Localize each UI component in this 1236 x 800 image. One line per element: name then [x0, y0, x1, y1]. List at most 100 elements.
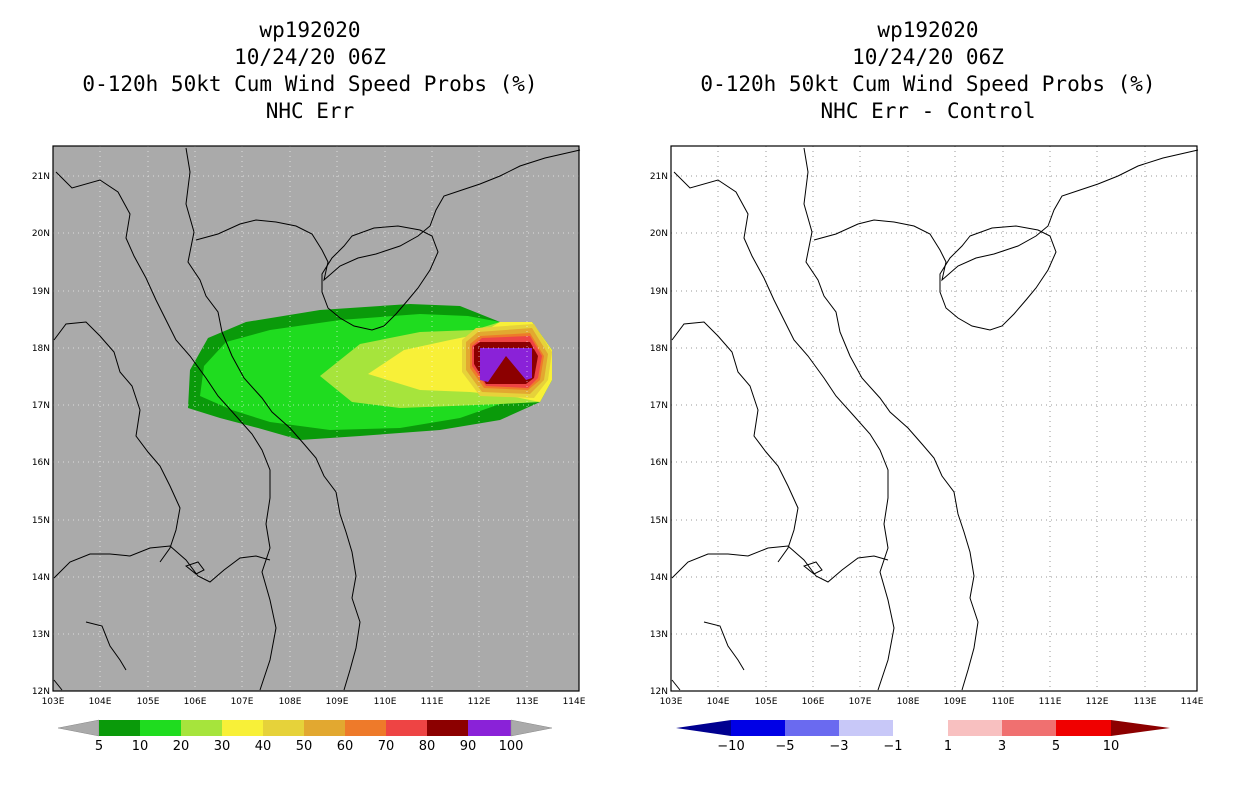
storm-id-label: wp192020 [259, 18, 361, 42]
map-frame [52, 145, 580, 692]
lat-label: 17N [32, 401, 50, 411]
lon-label: 104E [707, 697, 730, 707]
lat-label: 13N [650, 630, 668, 640]
lat-label: 14N [650, 573, 668, 583]
colorbar-swatch [731, 720, 785, 736]
left-map-panel: 103E 104E 105E 106E 107E 108E 109E 110E … [32, 145, 586, 754]
colorbar-swatch [893, 720, 948, 736]
lon-label: 114E [1181, 697, 1204, 707]
colorbar-swatch [140, 720, 181, 736]
colorbar-label: 20 [173, 739, 190, 754]
colorbar-swatch [181, 720, 222, 736]
lon-label: 106E [802, 697, 825, 707]
lat-axis-labels: 12N 13N 14N 15N 16N 17N 18N 19N 20N 21N [32, 172, 50, 697]
contour-90 [480, 348, 532, 382]
colorbar-right-arrow [510, 719, 553, 737]
colorbar-label: 90 [460, 739, 477, 754]
lon-label: 113E [516, 697, 539, 707]
lat-label: 20N [650, 229, 668, 239]
lon-label: 109E [944, 697, 967, 707]
lon-label: 104E [89, 697, 112, 707]
lon-label: 103E [660, 697, 683, 707]
right-map-title: wp192020 10/24/20 06Z 0-120h 50kt Cum Wi… [648, 17, 1208, 125]
datetime-label: 10/24/20 06Z [852, 45, 1004, 69]
lon-label: 106E [184, 697, 207, 707]
colorbar-label: 5 [1052, 739, 1060, 754]
colorbar-label: −1 [883, 739, 902, 754]
colorbar-swatch [386, 720, 427, 736]
colorbar-swatch [948, 720, 1002, 736]
lon-axis-labels: 103E 104E 105E 106E 107E 108E 109E 110E … [42, 697, 586, 707]
lon-label: 103E [42, 697, 65, 707]
lat-label: 15N [650, 516, 668, 526]
lat-label: 21N [32, 172, 50, 182]
storm-id-label: wp192020 [877, 18, 979, 42]
panel-subtitle: NHC Err - Control [820, 99, 1036, 123]
map-background [671, 146, 1197, 691]
colorbar-label: −5 [775, 739, 794, 754]
lat-label: 20N [32, 229, 50, 239]
lon-label: 105E [755, 697, 778, 707]
map-frame [670, 145, 1198, 692]
lon-label: 107E [231, 697, 254, 707]
colorbar-label: 40 [255, 739, 272, 754]
lat-label: 19N [32, 287, 50, 297]
product-label: 0-120h 50kt Cum Wind Speed Probs (%) [700, 72, 1156, 96]
colorbar-swatch [304, 720, 345, 736]
colorbar-swatch [839, 720, 893, 736]
colorbar-swatch [345, 720, 386, 736]
left-map-title: wp192020 10/24/20 06Z 0-120h 50kt Cum Wi… [30, 17, 590, 125]
colorbar-left-arrow [676, 720, 731, 736]
colorbar-swatch [263, 720, 304, 736]
lat-label: 14N [32, 573, 50, 583]
colorbar-swatch [468, 720, 511, 736]
lat-label: 17N [650, 401, 668, 411]
lat-label: 18N [650, 344, 668, 354]
probability-contours [188, 304, 552, 440]
lat-axis-labels: 12N 13N 14N 15N 16N 17N 18N 19N 20N 21N [650, 172, 668, 697]
lon-label: 112E [468, 697, 491, 707]
lon-label: 111E [1039, 697, 1062, 707]
colorbar-swatch [222, 720, 263, 736]
colorbar-swatch [427, 720, 468, 736]
lon-label: 109E [326, 697, 349, 707]
colorbar-label: 50 [296, 739, 313, 754]
lat-label: 15N [32, 516, 50, 526]
colorbar-right-arrow [1111, 720, 1170, 736]
colorbar-swatch [1056, 720, 1111, 736]
lat-label: 19N [650, 287, 668, 297]
colorbar-label: 3 [998, 739, 1006, 754]
left-colorbar: 5 10 20 30 40 50 60 70 80 90 100 [57, 719, 553, 754]
colorbar-swatch [785, 720, 839, 736]
colorbar-label: 100 [499, 739, 524, 754]
lat-label: 12N [32, 687, 50, 697]
colorbar-label: −10 [717, 739, 744, 754]
lat-label: 12N [650, 687, 668, 697]
lat-label: 16N [32, 458, 50, 468]
lon-label: 114E [563, 697, 586, 707]
lon-label: 108E [279, 697, 302, 707]
lat-label: 21N [650, 172, 668, 182]
right-colorbar: −10 −5 −3 −1 1 3 5 10 [676, 720, 1170, 754]
lon-label: 108E [897, 697, 920, 707]
colorbar-label: 1 [944, 739, 952, 754]
colorbar-label: 30 [214, 739, 231, 754]
colorbar-left-arrow [57, 719, 100, 737]
colorbar-swatch [1002, 720, 1056, 736]
lat-label: 13N [32, 630, 50, 640]
colorbar-label: 60 [337, 739, 354, 754]
colorbar-label: 70 [378, 739, 395, 754]
product-label: 0-120h 50kt Cum Wind Speed Probs (%) [82, 72, 538, 96]
lon-axis-labels: 103E 104E 105E 106E 107E 108E 109E 110E … [660, 697, 1204, 707]
lon-label: 111E [421, 697, 444, 707]
right-map-panel: 103E 104E 105E 106E 107E 108E 109E 110E … [650, 145, 1204, 754]
datetime-label: 10/24/20 06Z [234, 45, 386, 69]
panel-subtitle: NHC Err [265, 99, 355, 123]
colorbar-label: 10 [1103, 739, 1120, 754]
lon-label: 110E [374, 697, 397, 707]
colorbar-label: 80 [419, 739, 436, 754]
colorbar-swatch [99, 720, 140, 736]
lat-label: 18N [32, 344, 50, 354]
colorbar-label: −3 [829, 739, 848, 754]
